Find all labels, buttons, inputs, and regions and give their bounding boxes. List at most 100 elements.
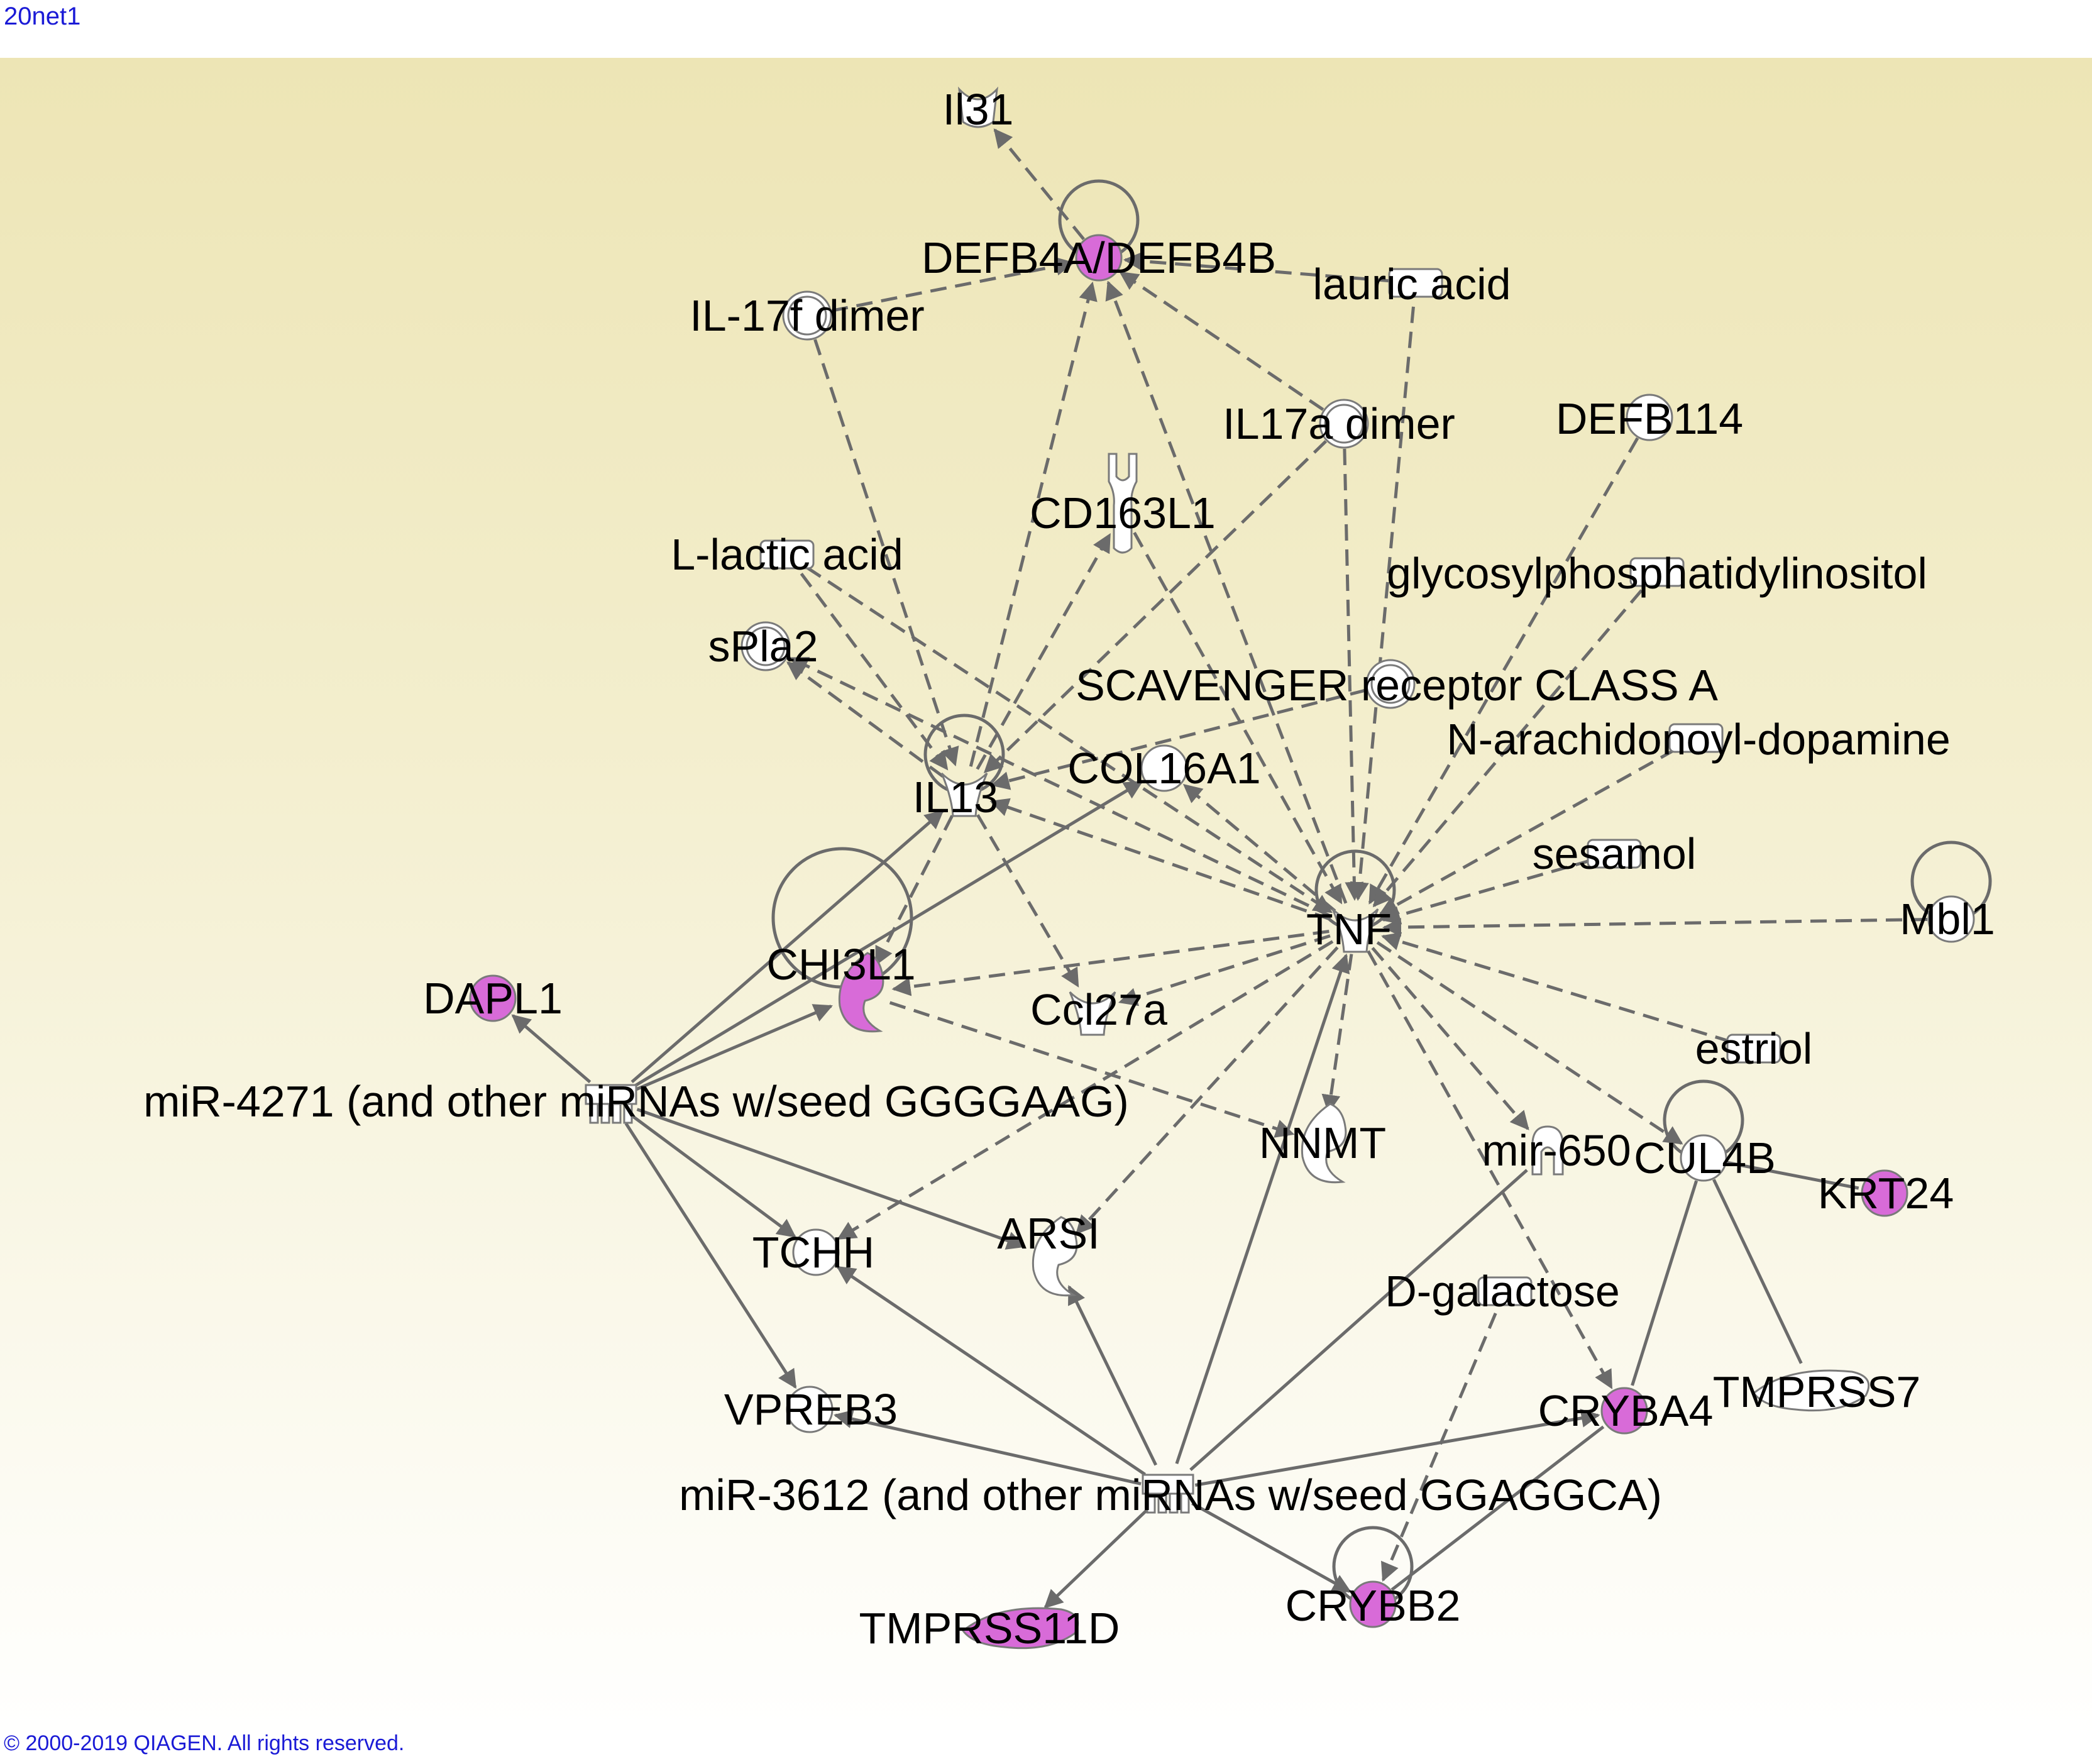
node-label-nnmt: NNMT <box>1259 1118 1386 1167</box>
copyright-notice: © 2000-2019 QIAGEN. All rights reserved. <box>4 1731 405 1755</box>
node-defb114[interactable] <box>1626 394 1673 441</box>
node-krt24[interactable] <box>1861 1169 1908 1217</box>
edge-tnf-to-ccl27a <box>1118 934 1331 1006</box>
transmembrane-receptor-icon <box>1108 453 1138 554</box>
edge-mir4271-to-vpreb3 <box>624 1122 797 1389</box>
node-label-estriol: estriol <box>1695 1024 1813 1073</box>
edge-tnf-to-mir650 <box>1371 947 1529 1130</box>
edge-mir4271-to-arsi <box>636 1108 1026 1250</box>
chemical-icon <box>1726 1034 1781 1064</box>
chemical-icon <box>1668 723 1724 753</box>
node-label-cul4b: CUL4B <box>1634 1133 1776 1182</box>
edge-estriol-to-tnf <box>1381 932 1732 1044</box>
circle-icon <box>1626 394 1673 441</box>
edge-il13-to-chi3l1 <box>874 815 954 966</box>
node-cul4b[interactable] <box>1680 1134 1727 1182</box>
node-tchh[interactable] <box>792 1228 840 1276</box>
edge-gpi-to-tnf <box>1372 589 1643 908</box>
node-label-mbl1: Mbl1 <box>1900 895 1995 944</box>
edge-sesamol-to-tnf <box>1381 859 1592 925</box>
node-label-krt24: KRT24 <box>1818 1169 1954 1218</box>
node-dgal[interactable] <box>1477 1276 1533 1306</box>
labels-layer: Il31 DEFB4A/DEFB4B lauric acid IL-17f dimer… <box>143 85 1995 1653</box>
edge-tnf-to-chi3l1 <box>891 930 1330 996</box>
node-dapl1[interactable] <box>469 974 517 1022</box>
edge-il17a-to-defb4 <box>1119 271 1324 411</box>
node-tmprss11d[interactable] <box>961 1607 1079 1650</box>
node-sesamol[interactable] <box>1587 839 1642 869</box>
node-cryba4[interactable] <box>1600 1387 1648 1435</box>
node-gpi[interactable] <box>1629 557 1685 587</box>
edge-crybb2-to-cryba4 <box>1390 1425 1605 1591</box>
node-label-col16a1: COL16A1 <box>1067 744 1260 793</box>
edge-il13-to-ccl27a <box>976 813 1079 988</box>
node-il13[interactable] <box>940 772 988 817</box>
node-label-vpreb3: VPREB3 <box>724 1385 898 1434</box>
node-label-dapl1: DAPL1 <box>423 974 563 1023</box>
node-il17a[interactable] <box>1319 399 1369 449</box>
node-spla2[interactable] <box>740 621 791 671</box>
node-estriol[interactable] <box>1726 1034 1781 1064</box>
edge-lauric-to-defb4 <box>1123 251 1392 283</box>
network-title: 20net1 <box>4 3 81 30</box>
node-mir4271[interactable] <box>585 1084 637 1124</box>
node-scav[interactable] <box>1365 659 1416 709</box>
node-label-il17f: IL-17f dimer <box>690 291 924 340</box>
enzyme-icon <box>838 952 884 1033</box>
node-label-llactic: L-lactic acid <box>671 530 903 579</box>
node-llactic[interactable] <box>759 539 815 570</box>
node-cd163l1[interactable] <box>1108 453 1138 554</box>
node-arsi[interactable] <box>1032 1216 1078 1297</box>
edge-cul4b-to-krt24 <box>1726 1160 1859 1190</box>
node-mir3612[interactable] <box>1142 1474 1194 1514</box>
node-nada[interactable] <box>1668 723 1724 753</box>
microrna-icon <box>1531 1125 1564 1176</box>
chemical-icon <box>1477 1276 1533 1306</box>
node-label-tmprss11d: TMPRSS11D <box>859 1604 1120 1653</box>
node-vpreb3[interactable] <box>786 1386 834 1433</box>
edge-mir3612-to-tmprss11d <box>1043 1508 1149 1609</box>
cytokine-icon <box>1331 908 1379 953</box>
edge-tnf-to-tchh <box>837 940 1334 1240</box>
edge-mir4271-to-chi3l1 <box>636 1004 833 1091</box>
node-label-mir650: mir-650 <box>1482 1126 1631 1175</box>
edge-mir650-to-mir3612 <box>1189 1169 1528 1471</box>
node-col16a1[interactable] <box>1140 744 1188 792</box>
edge-mir4271-to-il13 <box>630 810 944 1083</box>
node-ccl27a[interactable] <box>1069 991 1116 1036</box>
complex-icon <box>782 290 832 341</box>
edge-mir3612-to-vpreb3 <box>834 1409 1142 1486</box>
edge-tnf-to-defb4 <box>1105 280 1348 904</box>
edge-mir3612-to-crybb2 <box>1191 1502 1352 1593</box>
circle-icon <box>469 974 517 1022</box>
edge-dgal-to-crybb2 <box>1380 1313 1497 1582</box>
node-lauric[interactable] <box>1388 268 1443 298</box>
node-crybb2[interactable] <box>1349 1580 1397 1628</box>
edge-tnf-to-cryba4 <box>1367 950 1613 1389</box>
edge-llactic-to-tnf <box>806 566 1333 913</box>
edge-mir3612-to-cryba4 <box>1194 1409 1600 1487</box>
node-label-il31: Il31 <box>943 85 1014 134</box>
node-il17f[interactable] <box>782 290 832 341</box>
edge-mir3612-to-arsi <box>1067 1285 1157 1466</box>
cytokine-icon <box>940 772 988 817</box>
network-diagram: Il31 DEFB4A/DEFB4B lauric acid IL-17f dimer… <box>143 85 1995 1653</box>
node-mbl1[interactable] <box>1927 895 1975 943</box>
edge-tnf-to-arsi <box>1076 946 1339 1235</box>
edge-mir3612-to-tchh <box>836 1265 1146 1476</box>
circle-icon <box>1927 895 1975 943</box>
node-tmprss7[interactable] <box>1752 1369 1870 1412</box>
node-defb4[interactable] <box>1075 234 1123 282</box>
node-nnmt[interactable] <box>1301 1103 1347 1184</box>
circle-icon <box>1600 1387 1648 1435</box>
edge-mir4271-to-dapl1 <box>511 1014 592 1084</box>
node-label-mir4271: miR-4271 (and other miRNAs w/seed GGGGAA… <box>143 1077 1129 1126</box>
node-il31[interactable] <box>957 86 999 128</box>
mirna-icon <box>585 1084 637 1124</box>
node-label-lauric: lauric acid <box>1313 260 1511 309</box>
node-tnf[interactable] <box>1331 908 1379 953</box>
edge-defb114-to-tnf <box>1368 437 1639 905</box>
node-chi3l1[interactable] <box>838 952 884 1033</box>
circle-icon <box>1075 234 1123 282</box>
node-mir650[interactable] <box>1531 1125 1564 1176</box>
